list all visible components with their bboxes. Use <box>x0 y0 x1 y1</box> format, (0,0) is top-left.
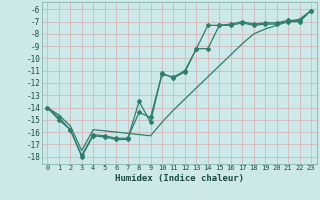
X-axis label: Humidex (Indice chaleur): Humidex (Indice chaleur) <box>115 174 244 183</box>
